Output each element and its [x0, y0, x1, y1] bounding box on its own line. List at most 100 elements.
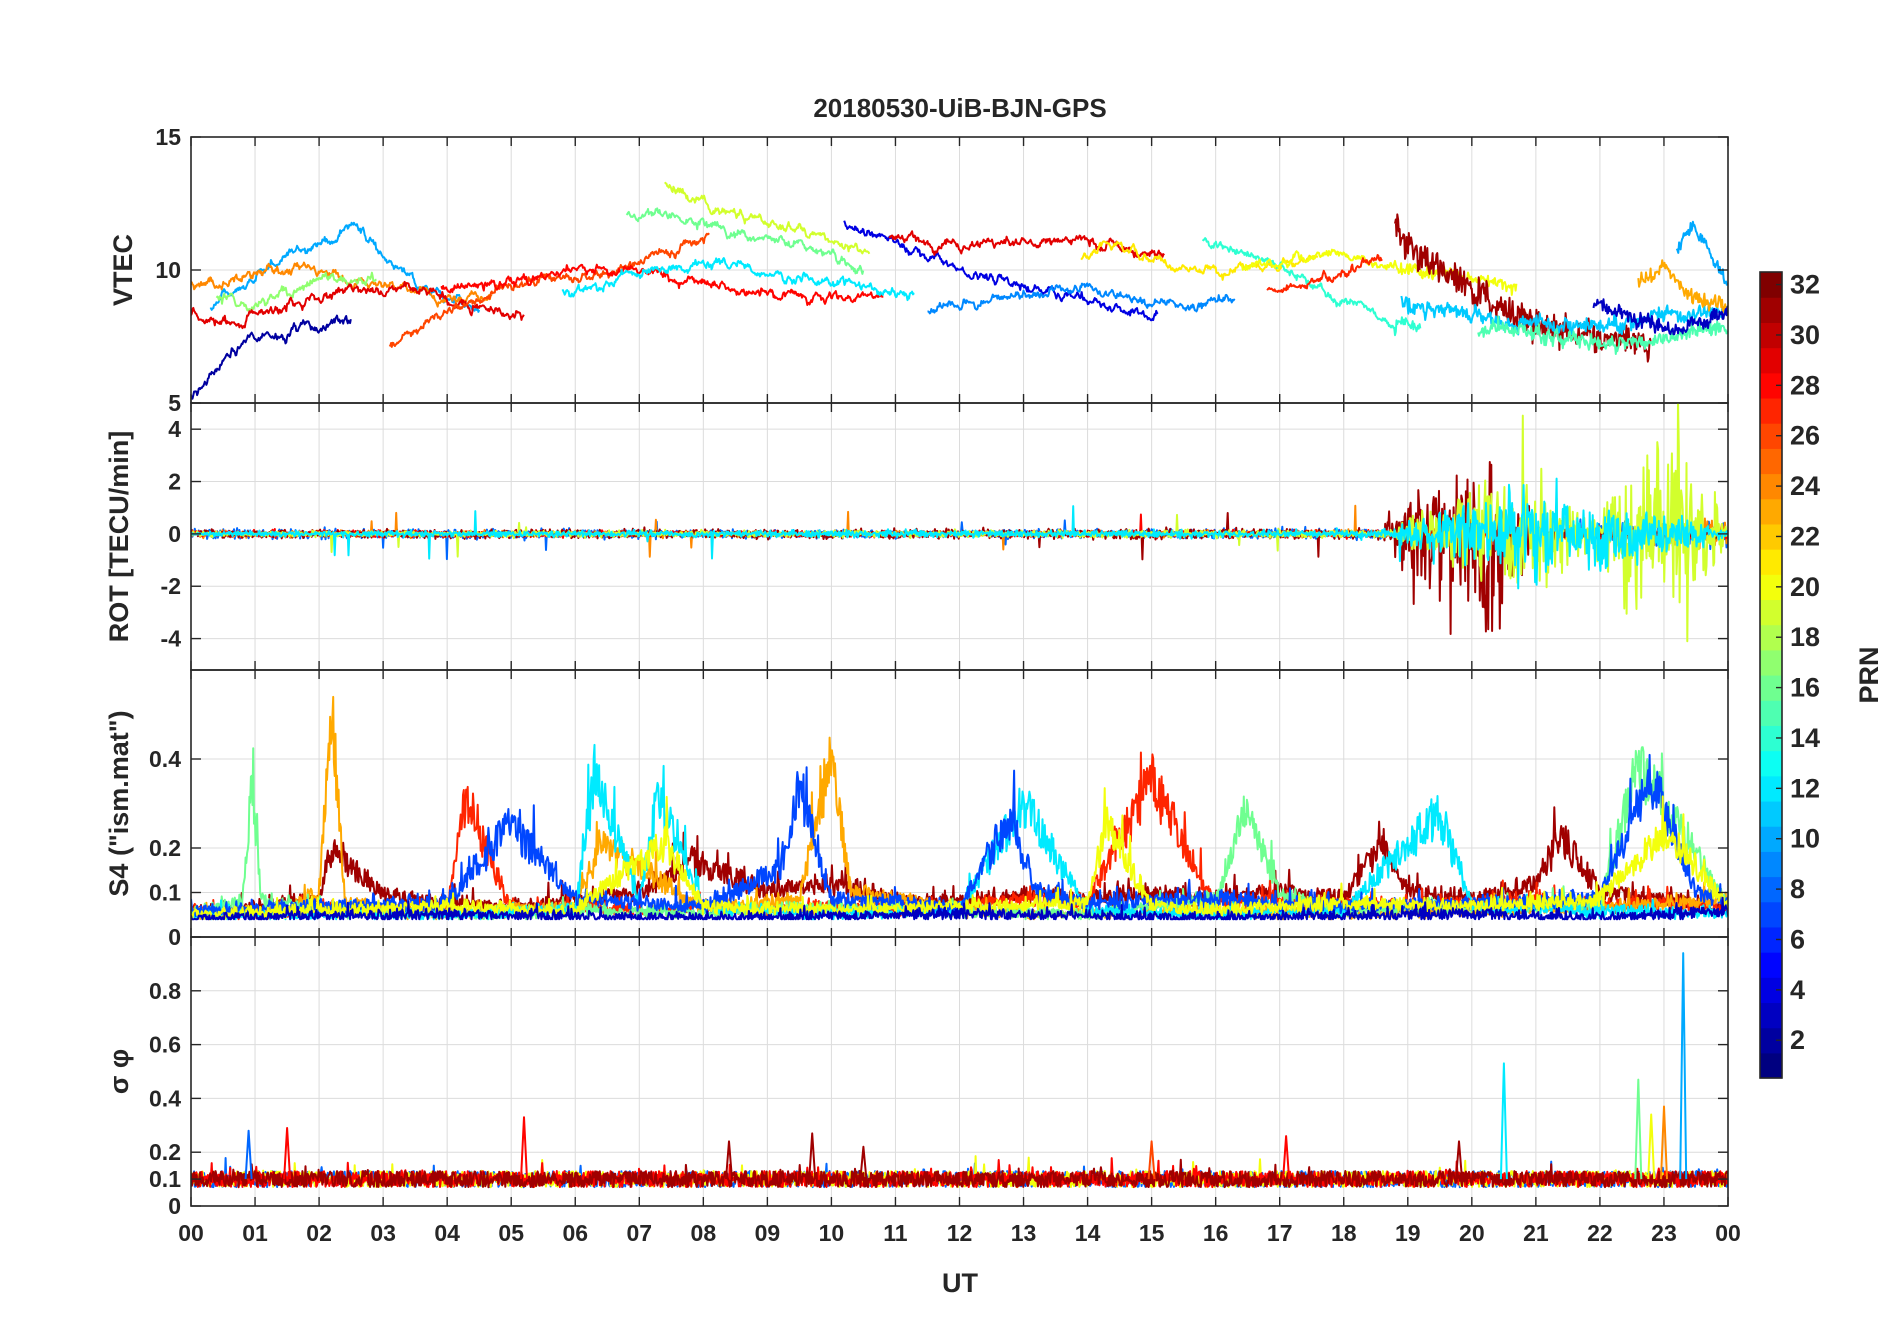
series-line: [927, 282, 1236, 315]
colorbar-swatch: [1760, 599, 1782, 626]
colorbar-swatch: [1760, 826, 1782, 852]
colorbar-tick-label: 4: [1790, 975, 1805, 1005]
series-group: [191, 695, 1728, 921]
colorbar-swatch: [1760, 423, 1782, 449]
spike-mark: [283, 1127, 292, 1180]
colorbar-swatch: [1760, 700, 1782, 726]
colorbar-swatch: [1760, 901, 1782, 928]
colorbar-swatch: [1760, 574, 1782, 601]
series-line: [388, 232, 710, 348]
panel-sigma_phi: 00.10.2 0.4 0.6 0.8 00 01 02 03 04 05 06 07 08 09 10 11…: [104, 936, 1741, 1246]
series-line: [1477, 315, 1728, 355]
panel-vtec: 5 10 15 VTEC: [108, 124, 1729, 416]
y-tick-label: 10: [155, 257, 181, 283]
colorbar-swatch: [1760, 952, 1782, 978]
colorbar-tick-label: 26: [1790, 421, 1820, 451]
colorbar-tick-label: 18: [1790, 622, 1820, 652]
y-tick-label: 0.1: [149, 1166, 181, 1192]
x-tick-label: 19: [1395, 1220, 1421, 1246]
x-tick-label: 03: [370, 1220, 396, 1246]
colorbar-tick-label: 12: [1790, 773, 1820, 803]
y-tick-label: 0.4: [149, 746, 181, 772]
y-tick-label: 0: [168, 1193, 181, 1219]
series-line: [1400, 295, 1728, 336]
colorbar-tick-label: 10: [1790, 824, 1820, 854]
colorbar-label: PRN: [1854, 646, 1884, 703]
series-line: [440, 263, 884, 306]
y-tick-label: 0: [168, 924, 181, 950]
colorbar-tick-label: 16: [1790, 673, 1820, 703]
colorbar-tick-label: 24: [1790, 471, 1820, 501]
colorbar-swatch: [1760, 523, 1782, 550]
x-tick-label: 18: [1331, 1220, 1357, 1246]
x-tick-label: 15: [1139, 1220, 1165, 1246]
x-tick-label: 00: [1715, 1220, 1741, 1246]
x-tick-label: 07: [626, 1220, 652, 1246]
colorbar-tick-label: 8: [1790, 874, 1805, 904]
colorbar-swatch: [1760, 725, 1782, 752]
x-tick-label: 06: [562, 1220, 588, 1246]
y-tick-label: -4: [161, 626, 182, 652]
spike-mark: [859, 1145, 868, 1180]
spike-mark: [1679, 952, 1688, 1180]
series-line: [191, 314, 352, 400]
series-line: [1592, 298, 1728, 336]
y-tick-label: 2: [168, 469, 181, 495]
y-tick-label: 0.2: [149, 1139, 181, 1165]
y-axis-title-vtec: VTEC: [108, 234, 138, 306]
x-tick-label: 14: [1075, 1220, 1101, 1246]
y-tick-label: 15: [155, 124, 181, 150]
spike-mark: [1499, 1062, 1508, 1180]
colorbar-swatch: [1760, 473, 1782, 500]
colorbar-swatch: [1760, 750, 1782, 777]
series-line: [1675, 220, 1728, 286]
series-line: [191, 477, 1728, 590]
panel-rot: -4 -2 0 2 4 ROT [TECU/min]: [104, 402, 1729, 671]
colorbar-tick-label: 6: [1790, 924, 1805, 954]
series-line: [191, 896, 1728, 921]
colorbar-swatch: [1760, 448, 1782, 475]
spike-mark: [520, 1116, 528, 1180]
colorbar-swatch: [1760, 372, 1782, 399]
colorbar-swatch: [1760, 1027, 1782, 1054]
series-line: [664, 181, 871, 255]
colorbar-swatch: [1760, 851, 1782, 878]
colorbar-swatch: [1760, 297, 1782, 323]
y-tick-label: 0.6: [149, 1032, 181, 1058]
y-tick-label: 0.8: [149, 978, 181, 1004]
x-tick-label: 13: [1011, 1220, 1037, 1246]
x-tick-label: 12: [947, 1220, 973, 1246]
colorbar-swatch: [1760, 272, 1782, 298]
spike-mark: [1647, 1113, 1656, 1180]
y-tick-label: 0.2: [149, 835, 181, 861]
x-tick-label: 04: [434, 1220, 460, 1246]
series-group: [191, 403, 1728, 643]
series-line: [843, 220, 1159, 322]
colorbar-tick-label: 22: [1790, 521, 1820, 551]
spike-mark: [244, 1129, 253, 1180]
colorbar-tick-label: 32: [1790, 270, 1820, 300]
spike-mark: [1455, 1140, 1463, 1180]
series-line: [888, 230, 1165, 260]
colorbar-tick-label: 20: [1790, 572, 1820, 602]
colorbar-swatch: [1760, 322, 1782, 349]
x-tick-label: 10: [819, 1220, 845, 1246]
x-tick-label: 01: [242, 1220, 268, 1246]
spike-mark: [725, 1140, 733, 1180]
colorbar-tick-label: 14: [1790, 723, 1820, 753]
colorbar-swatch: [1760, 649, 1782, 676]
x-tick-label: 22: [1587, 1220, 1613, 1246]
series-line: [1201, 237, 1422, 337]
y-axis-title-s4: S4 ("ism.mat"): [104, 710, 134, 896]
x-axis-title: UT: [942, 1268, 978, 1298]
y-axis-title-rot: ROT [TECU/min]: [104, 431, 134, 642]
series-line: [1240, 248, 1518, 296]
colorbar-swatch: [1760, 624, 1782, 651]
y-tick-label: -2: [161, 573, 181, 599]
colorbar-tick-label: 28: [1790, 370, 1820, 400]
spike-mark: [1147, 1140, 1156, 1180]
series-line: [1080, 240, 1319, 281]
series-line: [561, 257, 915, 302]
